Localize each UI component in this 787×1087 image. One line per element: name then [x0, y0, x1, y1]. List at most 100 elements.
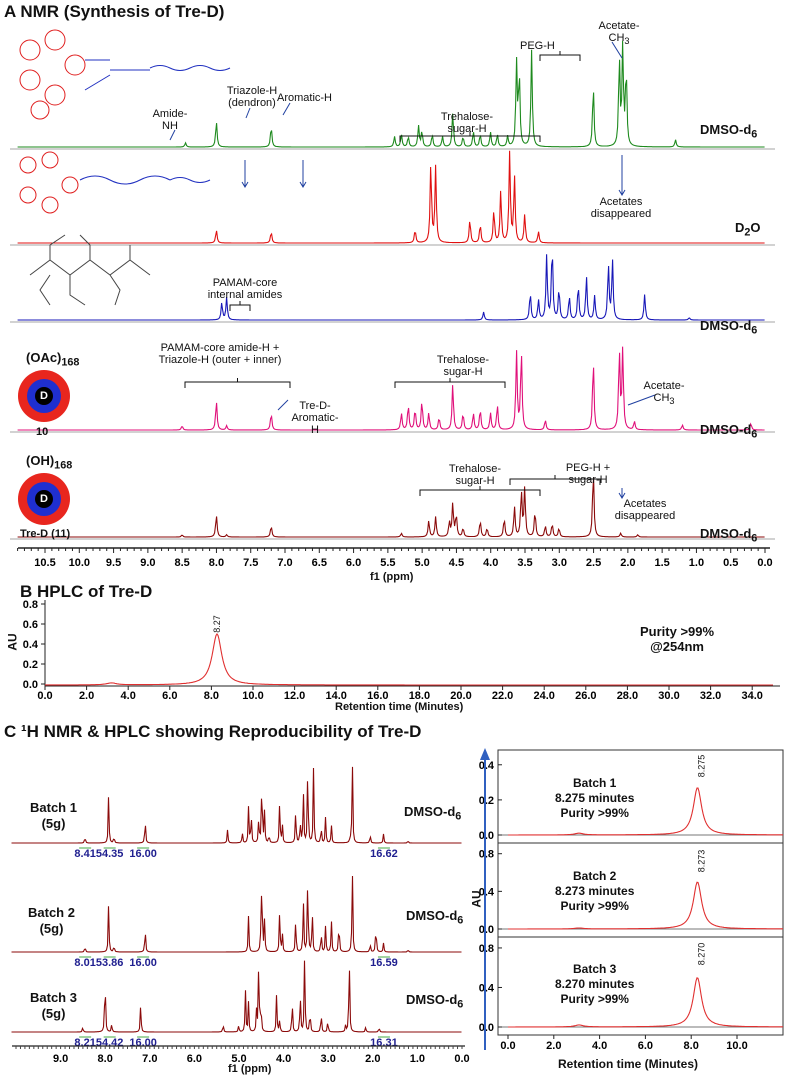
- batch-1-label: Batch 1 (5g): [30, 800, 77, 831]
- panel-c-hplc-ylabel: AU: [469, 890, 484, 908]
- label-tre-d-aromatic-h: Tre-D-Aromatic-H: [291, 400, 339, 436]
- batch-3-hplc-label: Batch 3 8.270 minutes Purity >99%: [555, 962, 635, 1006]
- solvent-label: DMSO-d6: [406, 992, 464, 1011]
- label-acetates-disappeared-2: Acetates disappeared: [614, 498, 676, 522]
- x-tick-label: 3.0: [321, 1053, 336, 1065]
- x-tick-label: 8.0: [209, 557, 224, 569]
- x-tick-label: 12.0: [284, 690, 305, 702]
- x-tick-label: 2.5: [586, 557, 601, 569]
- x-tick-label: 5.0: [231, 1053, 246, 1065]
- x-tick-label: 14.0: [325, 690, 346, 702]
- x-tick-label: 9.0: [53, 1053, 68, 1065]
- x-tick-label: 1.5: [654, 557, 669, 569]
- bracket: [394, 378, 506, 388]
- x-tick-label: 0.0: [500, 1040, 515, 1052]
- y-tick-label: 0.6: [23, 619, 38, 631]
- panel-c-nmr-xlabel: f1 (ppm): [228, 1063, 272, 1075]
- panel-b-xlabel: Retention time (Minutes): [335, 701, 464, 713]
- x-tick-label: 3.0: [552, 557, 567, 569]
- solvent-label: DMSO-d6: [700, 526, 758, 545]
- integral-value: 53.86: [96, 957, 124, 969]
- purity-label: Purity >99% @254nm: [640, 624, 715, 654]
- x-tick-label: 10.0: [69, 557, 90, 569]
- y-tick-label: 0.0: [479, 1022, 494, 1034]
- y-tick-label: 0.0: [479, 924, 494, 936]
- integral-value: 16.00: [129, 957, 157, 969]
- nmr-spectrum-batch-3: [11, 960, 462, 1033]
- label-pamam-amide-triazole: PAMAM-core amide-H + Triazole-H (outer +…: [158, 342, 282, 366]
- nmr-spectrum-brown: [17, 477, 765, 538]
- x-tick-label: 6.0: [346, 557, 361, 569]
- x-tick-label: 8.0: [204, 690, 219, 702]
- nmr-spectrum-red: [17, 150, 765, 244]
- x-tick-label: 10.0: [242, 690, 263, 702]
- y-tick-label: 0.2: [479, 795, 494, 807]
- x-tick-label: 6.0: [187, 1053, 202, 1065]
- solvent-label: DMSO-d6: [406, 908, 464, 927]
- nmr-spectrum-blue: [17, 254, 765, 321]
- solvent-label: DMSO-d6: [700, 422, 758, 441]
- label-triazole-h: Triazole-H (dendron): [226, 85, 278, 109]
- label-acetate-ch3-2: Acetate-CH3: [643, 380, 685, 407]
- batch-2-hplc-label: Batch 2 8.273 minutes Purity >99%: [555, 869, 635, 913]
- bracket: [399, 132, 541, 142]
- peak-label: 8.27: [211, 615, 222, 633]
- arrowhead-icon: [618, 492, 626, 499]
- y-tick-label: 0.8: [23, 599, 38, 611]
- label-peg-h: PEG-H: [520, 40, 555, 52]
- hplc-trace-batch-1: [508, 787, 783, 836]
- label-pamam-internal-amides: PAMAM-core internal amides: [207, 277, 283, 301]
- x-tick-label: 7.0: [277, 557, 292, 569]
- x-tick-label: 24.0: [533, 690, 554, 702]
- hplc-trace-batch-3: [508, 977, 783, 1028]
- integral-value: 8.41: [74, 848, 95, 860]
- x-tick-label: 2.0: [620, 557, 635, 569]
- arrow-icon: [277, 399, 289, 411]
- x-tick-label: 8.5: [175, 557, 190, 569]
- bracket: [539, 51, 581, 61]
- x-tick-label: 2.0: [546, 1040, 561, 1052]
- x-tick-label: 8.0: [98, 1053, 113, 1065]
- y-tick-label: 0.2: [23, 659, 38, 671]
- label-acetate-ch3-1: Acetate-CH3: [598, 20, 640, 47]
- batch-3-label: Batch 3 (5g): [30, 990, 77, 1021]
- label-compound-10: 10: [36, 426, 49, 438]
- x-tick-label: 0.0: [454, 1053, 469, 1065]
- peak-label: 8.270: [696, 942, 707, 966]
- x-tick-label: 4.0: [276, 1053, 291, 1065]
- panel-c-title: C ¹H NMR & HPLC showing Reproducibility …: [4, 722, 422, 741]
- x-tick-label: 20.0: [450, 690, 471, 702]
- nmr-spectrum-batch-2: [11, 875, 462, 953]
- x-tick-label: 2.0: [365, 1053, 380, 1065]
- panel-b-ylabel: AU: [5, 633, 20, 651]
- hplc-trace-batch-2: [508, 881, 783, 930]
- panel-a-title: A NMR (Synthesis of Tre-D): [4, 2, 225, 21]
- x-tick-label: 4.0: [121, 690, 136, 702]
- x-tick-label: 4.0: [592, 1040, 607, 1052]
- label-oh-168: (OH)168: [26, 453, 73, 472]
- peak-label: 8.273: [696, 849, 707, 873]
- arrowhead-icon: [241, 181, 249, 188]
- solvent-label: DMSO-d6: [404, 804, 462, 823]
- nmr-spectrum-green: [17, 40, 765, 148]
- dendrimer-icon: D: [18, 370, 70, 422]
- bracket: [509, 475, 601, 485]
- x-tick-label: 1.0: [689, 557, 704, 569]
- y-tick-label: 0.0: [479, 830, 494, 842]
- integral-value: 54.35: [96, 848, 124, 860]
- label-acetates-disappeared-1: Acetates disappeared: [590, 196, 652, 220]
- panel-a-xlabel: f1 (ppm): [370, 571, 414, 583]
- arrowhead-icon: [299, 181, 307, 188]
- integral-value: 16.00: [129, 848, 157, 860]
- x-tick-label: 9.0: [140, 557, 155, 569]
- arrow-icon: [169, 129, 176, 141]
- solvent-label: D2O: [735, 220, 761, 239]
- label-trehalose-sugar-h-3: Trehalose-sugar-H: [448, 463, 502, 487]
- label-amide-nh: Amide-NH: [152, 108, 188, 132]
- arrowhead-icon: [618, 189, 626, 196]
- solvent-label: DMSO-d6: [700, 122, 758, 141]
- x-tick-label: 1.0: [410, 1053, 425, 1065]
- x-tick-label: 26.0: [575, 690, 596, 702]
- hplc-panel-frame: [497, 936, 784, 1036]
